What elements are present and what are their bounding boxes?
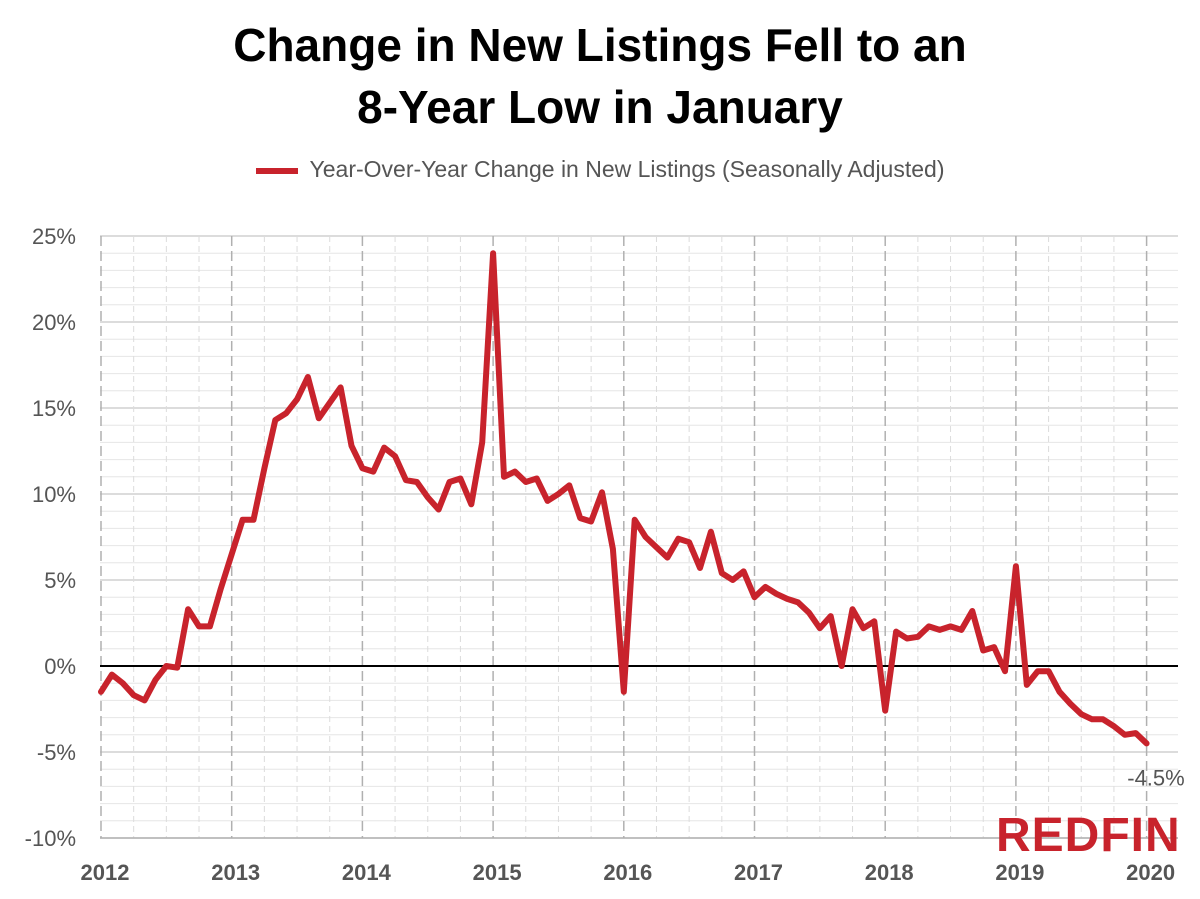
x-tick-label: 2017 [734, 860, 783, 885]
y-tick-label: 20% [32, 310, 76, 335]
x-tick-label: 2013 [211, 860, 260, 885]
end-value-label: -4.5% [1127, 765, 1184, 790]
y-tick-label: 10% [32, 482, 76, 507]
y-tick-label: 25% [32, 224, 76, 249]
axes [100, 665, 1178, 839]
legend-label: Year-Over-Year Change in New Listings (S… [309, 156, 945, 182]
y-tick-label: -5% [37, 740, 76, 765]
x-tick-label: 2014 [342, 860, 392, 885]
legend: Year-Over-Year Change in New Listings (S… [0, 156, 1200, 183]
x-tick-label: 2018 [865, 860, 914, 885]
x-tick-label: 2016 [603, 860, 652, 885]
grid [100, 235, 1178, 839]
y-tick-label: 0% [44, 654, 76, 679]
chart-title-line-2: 8-Year Low in January [357, 81, 843, 133]
series-marks [98, 250, 1150, 747]
tick-labels: 25% 20% 15% 10% 5% 0% -5% -10%2012 2013 2014 2015 2… [25, 224, 1185, 885]
chart-title: Change in New Listings Fell to an 8-Year… [0, 14, 1200, 138]
chart-title-line-1: Change in New Listings Fell to an [233, 19, 967, 71]
legend-swatch [255, 167, 298, 174]
y-tick-label: 15% [32, 396, 76, 421]
y-tick-label: -10% [25, 826, 76, 851]
x-tick-label: 2012 [81, 860, 130, 885]
x-tick-label: 2019 [995, 860, 1044, 885]
x-tick-label: 2020 [1126, 860, 1175, 885]
x-tick-label: 2015 [473, 860, 522, 885]
y-tick-label: 5% [44, 568, 76, 593]
redfin-logo: REDFIN [996, 809, 1181, 862]
